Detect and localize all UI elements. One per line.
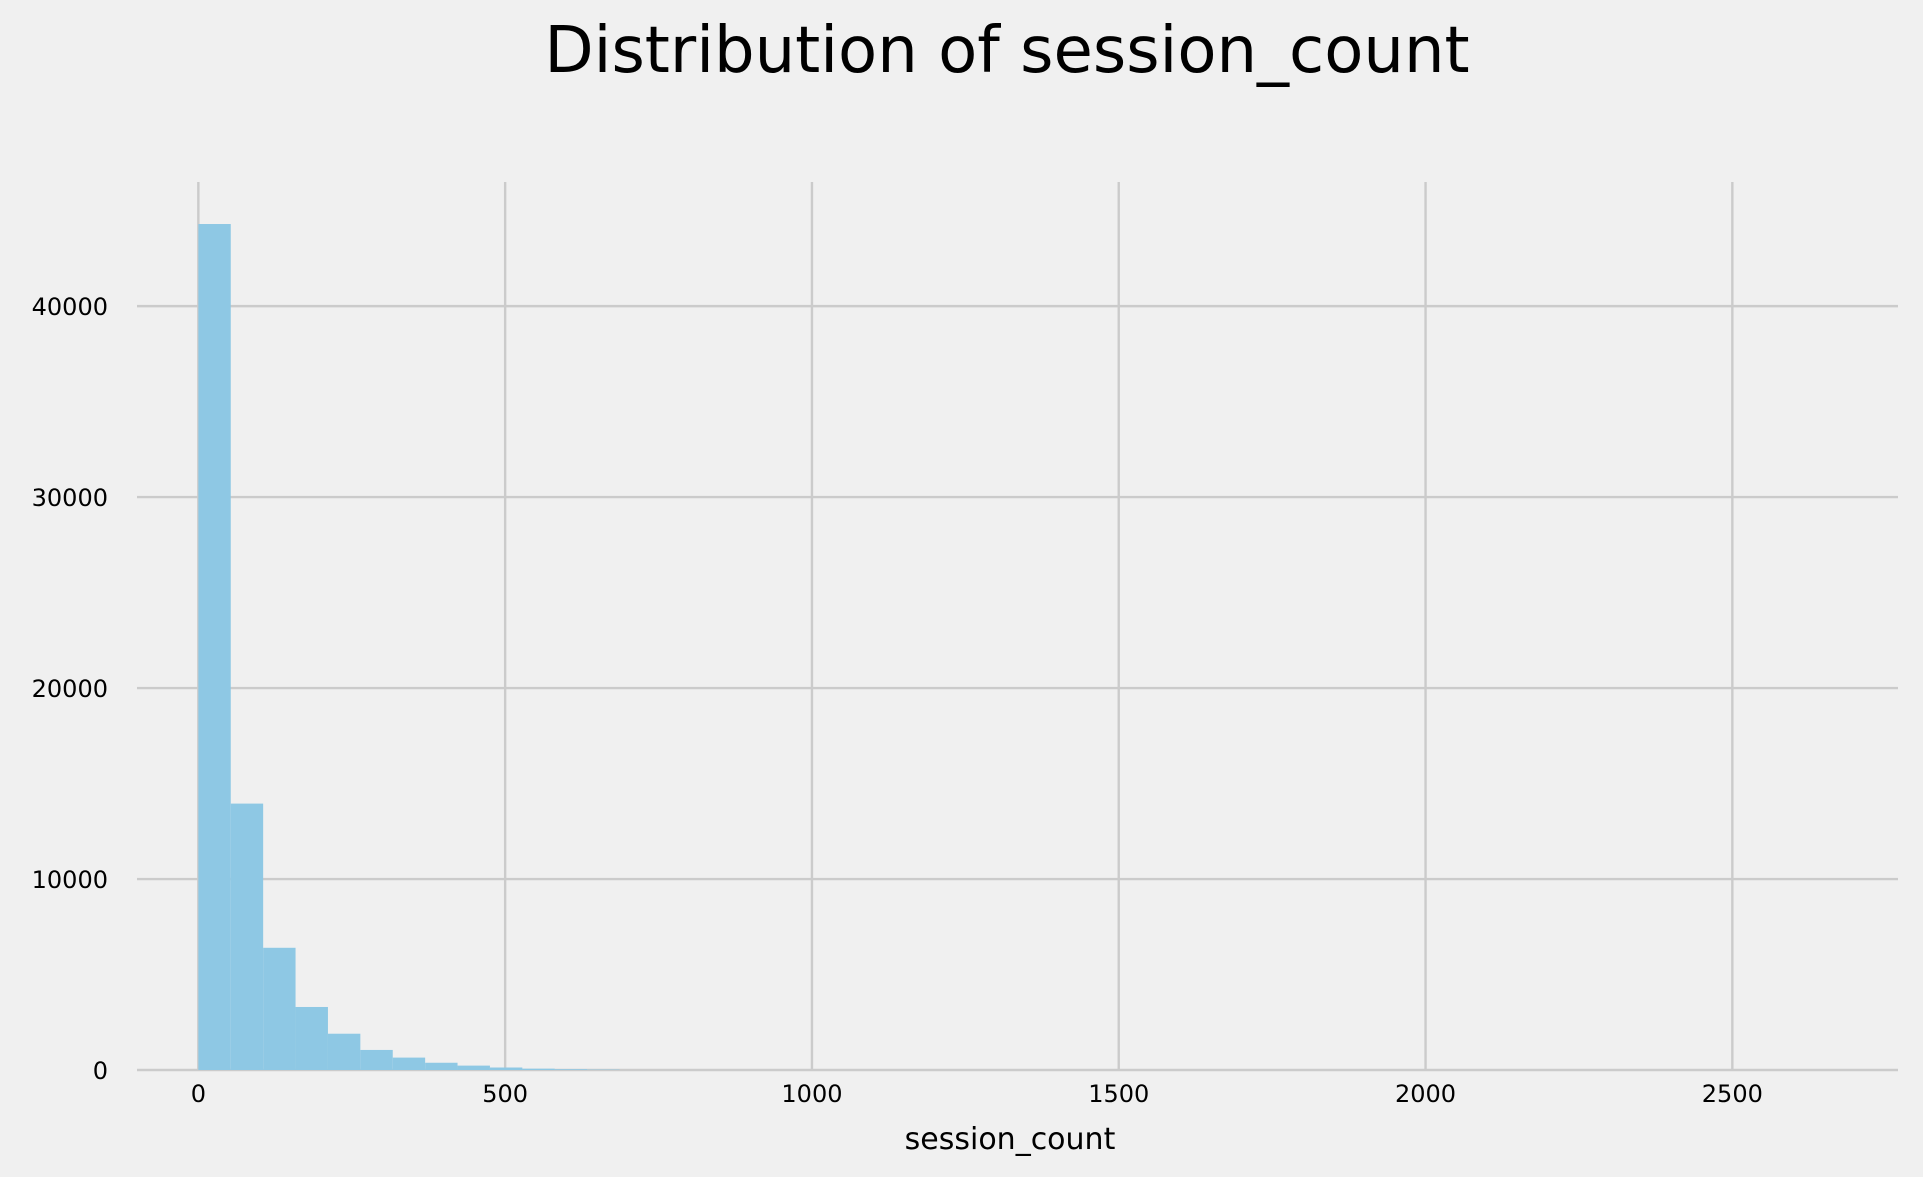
y-tick-label-20000: 20000 bbox=[32, 675, 108, 703]
histogram-bar-3 bbox=[295, 1006, 328, 1070]
x-tick-label-2000: 2000 bbox=[1395, 1080, 1456, 1108]
chart-title: Distribution of session_count bbox=[544, 14, 1469, 88]
histogram-bar-6 bbox=[392, 1057, 426, 1070]
y-tick-label-10000: 10000 bbox=[32, 866, 108, 894]
histogram-bar-9 bbox=[489, 1067, 523, 1070]
x-tick-label-0: 0 bbox=[191, 1080, 206, 1108]
histogram-bar-10 bbox=[522, 1068, 555, 1070]
histogram-bar-0 bbox=[198, 224, 231, 1070]
x-tick-label-1000: 1000 bbox=[781, 1080, 842, 1108]
y-tick-label-40000: 40000 bbox=[32, 293, 108, 321]
x-tick-label-500: 500 bbox=[482, 1080, 528, 1108]
grid bbox=[137, 182, 1898, 1072]
histogram-bar-4 bbox=[327, 1033, 361, 1070]
histogram-bar-11 bbox=[554, 1069, 588, 1070]
histogram-bar-1 bbox=[230, 803, 264, 1070]
histogram-bar-5 bbox=[360, 1049, 393, 1070]
y-axis-ticks: 0 10000 20000 30000 40000 bbox=[32, 293, 108, 1085]
histogram-bar-2 bbox=[263, 947, 296, 1070]
x-axis-ticks: 0 500 1000 1500 2000 2500 bbox=[191, 1080, 1763, 1108]
x-tick-label-1500: 1500 bbox=[1088, 1080, 1149, 1108]
histogram-bar-7 bbox=[425, 1062, 458, 1070]
histogram-bars bbox=[198, 224, 620, 1070]
y-tick-label-30000: 30000 bbox=[32, 484, 108, 512]
x-tick-label-2500: 2500 bbox=[1702, 1080, 1763, 1108]
y-tick-label-0: 0 bbox=[93, 1057, 108, 1085]
histogram-bar-8 bbox=[457, 1065, 490, 1070]
x-axis-label: session_count bbox=[905, 1122, 1116, 1157]
